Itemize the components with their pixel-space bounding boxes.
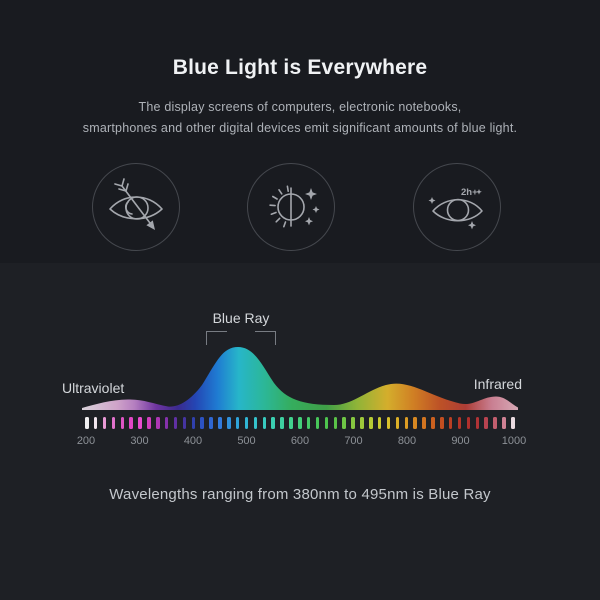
spectrum-tick [218, 417, 222, 429]
blue-ray-bracket-right [255, 331, 276, 345]
spectrum-tick [235, 417, 240, 429]
axis-tick-label: 700 [344, 435, 363, 447]
feature-circle-screen-glare [247, 163, 335, 251]
spectrum-tick [280, 417, 284, 429]
spectrum-tick [502, 417, 506, 429]
axis-tick-label: 800 [397, 435, 417, 447]
icon-2h-label: 2h+ [461, 187, 478, 198]
spectrum-tick [457, 417, 462, 429]
spectrum-tick [138, 417, 142, 429]
spectrum-tick [475, 417, 479, 429]
spectrum-tick [156, 417, 160, 429]
spectrum-tick [111, 417, 116, 429]
spectrum-tick [120, 417, 124, 429]
spectrum-tick [289, 417, 293, 429]
spectrum-tick [253, 417, 258, 429]
spectrum-tick [209, 417, 213, 429]
spectrum-tick [360, 417, 364, 429]
spectrum-tick [422, 417, 426, 429]
axis-tick-label: 300 [130, 435, 149, 447]
spectrum-tick [164, 417, 169, 429]
spectrum-tick [182, 417, 187, 429]
spectrum-tick [102, 417, 107, 429]
subtitle-line1: The display screens of computers, electr… [138, 100, 462, 114]
spectrum-tick [191, 417, 195, 429]
spectrum-tick [227, 417, 231, 429]
spectrum-tick [244, 417, 249, 429]
axis-tick-label: 400 [183, 435, 203, 447]
ultraviolet-label: Ultraviolet [62, 380, 125, 396]
eye-arrow-icon [109, 178, 163, 230]
spectrum-tick [324, 417, 329, 429]
spectrum-tick [173, 417, 178, 429]
spectrum-tick [511, 417, 515, 429]
page-title: Blue Light is Everywhere [172, 56, 428, 79]
spectrum-tick [440, 417, 444, 429]
axis-tick-label: 600 [290, 435, 310, 447]
sun-lens-icon [269, 185, 320, 228]
axis-tick-label: 200 [76, 435, 96, 447]
spectrum-tick [431, 417, 435, 429]
spectrum-tick [93, 417, 98, 429]
spectrum-tick [298, 417, 302, 429]
spectrum-tick [147, 417, 151, 429]
spectrum-tick [306, 417, 311, 429]
spectrum-tick [369, 417, 373, 429]
spectrum-curve-path [82, 347, 518, 410]
spectrum-tick [315, 417, 320, 429]
feature-circle-no-blue-light [92, 163, 180, 251]
tick-strip [85, 417, 515, 429]
spectrum-tick [386, 417, 391, 429]
feature-circle-long-exposure: 2h+ [413, 163, 501, 251]
axis-tick-label: 500 [237, 435, 256, 447]
axis-labels: 200 300 400 500 600 700 800 900 1000 [70, 435, 530, 447]
axis-tick-label: 900 [451, 435, 470, 447]
spectrum-tick [271, 417, 275, 429]
spectrum-tick [484, 417, 488, 429]
blue-ray-label: Blue Ray [212, 310, 270, 326]
spectrum-tick [466, 417, 471, 429]
spectrum-tick [333, 417, 337, 429]
spectrum-curve [82, 347, 518, 410]
spectrum-tick [129, 417, 133, 429]
spectrum-tick [493, 417, 497, 429]
spectrum-tick [351, 417, 355, 429]
spectrum-tick [404, 417, 408, 429]
caption: Wavelengths ranging from 380nm to 495nm … [109, 486, 491, 503]
subtitle-line2: smartphones and other digital devices em… [82, 121, 518, 135]
infrared-label: Infrared [473, 376, 522, 392]
spectrum-tick [200, 417, 204, 429]
spectrum-tick [413, 417, 417, 429]
spectrum-tick [395, 417, 400, 429]
spectrum-section: Blue Ray Ultraviolet Infrared 200 300 400 5… [0, 263, 600, 600]
eye-sparkles-icon: 2h+ [428, 187, 483, 230]
spectrum-tick [342, 417, 346, 429]
header-section: Blue Light is Everywhere The display scr… [0, 0, 600, 263]
spectrum-tick [85, 417, 89, 429]
spectrum-tick [448, 417, 453, 429]
spectrum-tick [262, 417, 266, 429]
spectrum-tick [377, 417, 382, 429]
axis-tick-label: 1000 [501, 435, 527, 447]
blue-ray-bracket-left [206, 331, 227, 345]
